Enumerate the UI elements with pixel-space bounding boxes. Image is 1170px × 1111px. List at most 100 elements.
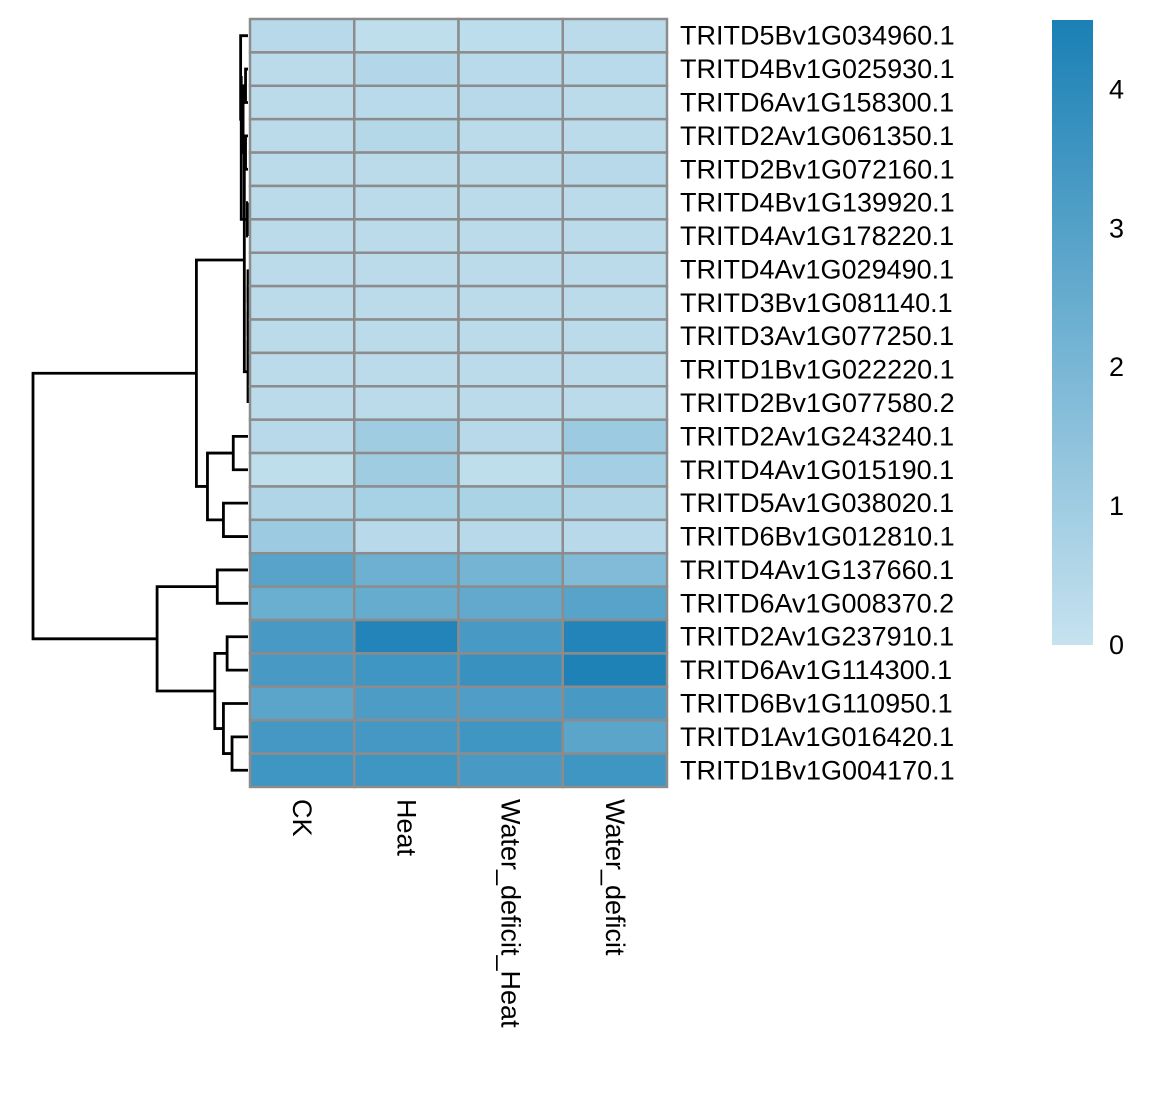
heatmap-cell	[248, 284, 356, 321]
row-label: TRITD4Av1G137660.1	[680, 555, 954, 585]
heatmap-cell	[353, 652, 460, 689]
heatmap-cell	[353, 17, 460, 54]
heatmap-cell	[353, 218, 460, 254]
heatmap-cell	[248, 585, 356, 622]
dendrogram-branch	[215, 568, 248, 605]
heatmap-cell	[561, 218, 669, 254]
heatmap-cell	[457, 251, 564, 288]
column-label: Water_deficit	[600, 799, 630, 956]
heatmap-cell	[248, 151, 356, 188]
heatmap-cell	[457, 652, 564, 689]
dendrogram-branch	[244, 67, 248, 104]
row-label: TRITD4Av1G015190.1	[680, 455, 954, 485]
heatmap-cell	[457, 518, 564, 555]
heatmap-cell	[561, 518, 669, 555]
dendrogram-branch	[222, 501, 248, 538]
heatmap-cell	[248, 685, 356, 722]
row-label: TRITD1Bv1G004170.1	[680, 755, 955, 785]
heatmap-cell	[561, 117, 669, 154]
heatmap-cell	[353, 585, 460, 622]
dendrogram-branch	[222, 702, 248, 755]
heatmap-cell	[561, 752, 669, 789]
row-label: TRITD6Av1G158300.1	[680, 87, 954, 117]
heatmap-cell	[457, 752, 564, 789]
heatmap-cell	[353, 551, 460, 588]
row-label: TRITD6Bv1G110950.1	[680, 688, 953, 718]
heatmap-cell	[248, 318, 356, 355]
heatmap-cell	[561, 718, 669, 755]
row-label: TRITD4Av1G029490.1	[680, 254, 954, 284]
heatmap-cell	[353, 117, 460, 154]
heatmap-cell	[248, 718, 356, 755]
heatmap-cell	[457, 485, 564, 522]
row-label: TRITD5Av1G038020.1	[680, 488, 954, 518]
heatmap-cell	[561, 84, 669, 121]
dendrogram-branch	[231, 434, 248, 472]
heatmap-cell	[561, 618, 669, 655]
row-label: TRITD2Av1G237910.1	[680, 622, 954, 652]
heatmap-cell	[353, 618, 460, 655]
row-label: TRITD6Bv1G012810.1	[680, 522, 955, 552]
row-label: TRITD4Bv1G025930.1	[680, 54, 955, 84]
color-legend: 0 1 2 3 4	[1052, 20, 1124, 660]
heatmap-cell	[353, 518, 460, 555]
heatmap-cell	[457, 84, 564, 121]
heatmap-cell	[561, 385, 669, 421]
row-label: TRITD2Av1G243240.1	[680, 421, 954, 451]
row-label: TRITD4Av1G178220.1	[680, 221, 954, 251]
row-dendrogram	[31, 34, 250, 772]
heatmap-cell	[248, 84, 356, 121]
heatmap-cell	[457, 351, 564, 388]
heatmap-cell	[457, 117, 564, 154]
dendrogram-branch	[206, 451, 234, 522]
heatmap-cell	[561, 551, 669, 588]
heatmap-cell	[457, 218, 564, 254]
legend-color-bar	[1052, 20, 1093, 645]
heatmap-cell	[457, 685, 564, 722]
heatmap-cell	[561, 418, 669, 455]
dendrogram-branch	[244, 134, 248, 171]
heatmap-cell	[248, 184, 356, 221]
legend-tick-label: 4	[1109, 74, 1124, 104]
heatmap-cell	[248, 385, 356, 421]
row-labels: TRITD5Bv1G034960.1TRITD4Bv1G025930.1TRIT…	[680, 21, 955, 786]
heatmap-cell	[353, 284, 460, 321]
heatmap-cell	[248, 752, 356, 789]
row-label: TRITD1Bv1G022220.1	[680, 355, 955, 385]
dendrogram-branch	[155, 585, 218, 693]
row-label: TRITD4Bv1G139920.1	[680, 188, 955, 218]
heatmap-cell	[457, 284, 564, 321]
row-label: TRITD6Av1G114300.1	[680, 655, 952, 685]
legend-tick-label: 0	[1109, 630, 1124, 660]
heatmap-cell	[457, 385, 564, 421]
heatmap-cell	[457, 551, 564, 588]
heatmap-cell	[561, 351, 669, 388]
heatmap-cell	[353, 51, 460, 88]
heatmap-cell	[561, 284, 669, 321]
heatmap-cells	[248, 17, 669, 789]
heatmap-cell	[353, 151, 460, 188]
heatmap-cell	[561, 17, 669, 54]
row-label: TRITD5Bv1G034960.1	[680, 21, 955, 51]
heatmap-cell	[353, 685, 460, 722]
heatmap-cell	[353, 251, 460, 288]
heatmap-cell	[353, 718, 460, 755]
legend-ticks: 0 1 2 3 4	[1109, 74, 1124, 660]
heatmap-cell	[353, 351, 460, 388]
heatmap-cell	[457, 718, 564, 755]
dendrogram-branch	[213, 652, 228, 730]
heatmap-cell	[561, 485, 669, 522]
legend-tick-label: 1	[1109, 491, 1124, 521]
row-label: TRITD2Bv1G077580.2	[680, 388, 955, 418]
heatmap-cell	[561, 251, 669, 288]
dendrogram-branch	[230, 735, 248, 772]
heatmap-cell	[248, 518, 356, 555]
heatmap-cell	[248, 351, 356, 388]
heatmap-cell	[353, 84, 460, 121]
dendrogram-branch	[225, 635, 248, 672]
column-label: CK	[287, 799, 317, 837]
heatmap-cell	[248, 418, 356, 455]
heatmap-cell	[457, 451, 564, 488]
heatmap-cell	[353, 418, 460, 455]
